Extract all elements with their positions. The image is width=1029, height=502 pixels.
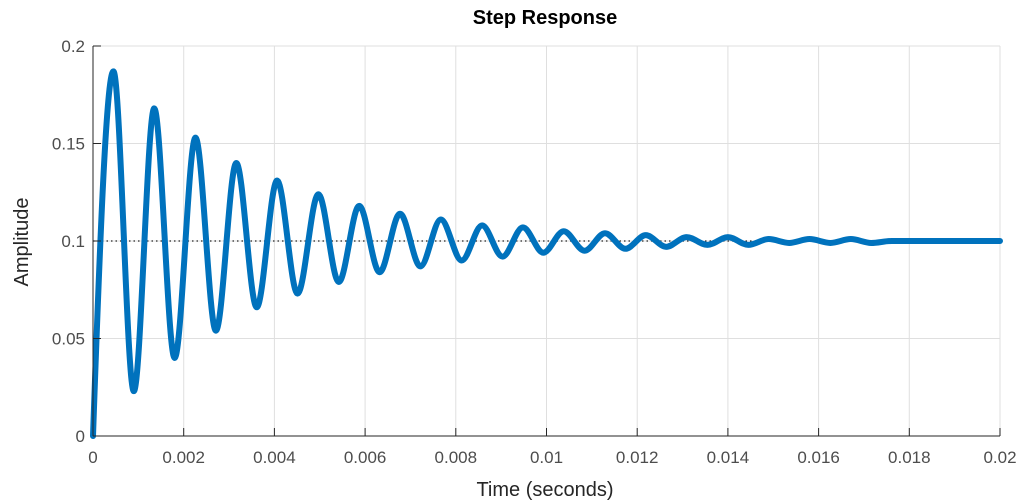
x-tick-label: 0.02: [983, 448, 1016, 467]
x-tick-label: 0.012: [616, 448, 659, 467]
x-tick-label: 0.002: [162, 448, 205, 467]
y-tick-label: 0: [76, 427, 85, 446]
y-tick-label: 0.2: [61, 37, 85, 56]
y-tick-label: 0.15: [52, 135, 85, 154]
tick-labels-layer: 0 0.002 0.004 0.006 0.008 0.01 0.012 0.014 0.016…: [52, 37, 1017, 467]
y-tick-label: 0.1: [61, 232, 85, 251]
chart-title: Step Response: [473, 7, 617, 29]
y-tick-label: 0.05: [52, 330, 85, 349]
x-tick-label: 0.016: [797, 448, 840, 467]
x-tick-label: 0.004: [253, 448, 296, 467]
x-tick-label: 0.014: [707, 448, 750, 467]
step-response-curve: [90, 68, 1003, 439]
x-tick-label: 0: [88, 448, 97, 467]
axes-layer: [92, 45, 1001, 437]
x-axis-label: Time (seconds): [476, 479, 613, 501]
x-tick-label: 0.018: [888, 448, 931, 467]
y-axis-label: Amplitude: [11, 198, 33, 287]
x-tick-label: 0.01: [530, 448, 563, 467]
x-tick-label: 0.006: [344, 448, 387, 467]
x-tick-label: 0.008: [435, 448, 478, 467]
